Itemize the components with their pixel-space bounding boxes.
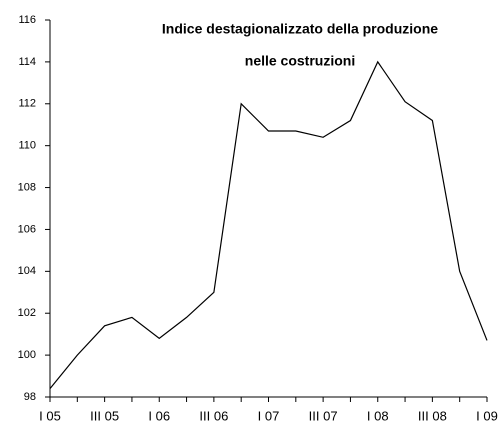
y-tick-label: 112 xyxy=(18,98,36,110)
y-tick-label: 114 xyxy=(18,56,36,68)
x-tick-label: III 05 xyxy=(90,408,119,423)
x-tick-label: I 06 xyxy=(148,408,170,423)
line xyxy=(49,60,488,390)
x-tick-label: I 07 xyxy=(258,408,280,423)
x-tick-label: III 08 xyxy=(418,408,447,423)
chart-title: Indice destagionalizzato della produzion… xyxy=(162,21,438,37)
chart-title: nelle costruzioni xyxy=(245,53,355,69)
y-tick-label: 108 xyxy=(18,181,36,193)
y-tick-label: 104 xyxy=(18,265,36,277)
y-tick-label: 102 xyxy=(18,307,36,319)
x-tick-label: I 08 xyxy=(367,408,389,423)
y-tick-label: 106 xyxy=(18,223,36,235)
x-tick-label: I 09 xyxy=(476,408,498,423)
x-tick-label: III 07 xyxy=(309,408,338,423)
y-tick-label: 100 xyxy=(18,349,36,361)
x-tick-label: III 06 xyxy=(199,408,228,423)
x-tick-label: I 05 xyxy=(39,408,61,423)
y-tick-label: 116 xyxy=(18,14,36,26)
y-tick-label: 98 xyxy=(24,391,36,403)
y-tick-label: 110 xyxy=(18,140,36,152)
